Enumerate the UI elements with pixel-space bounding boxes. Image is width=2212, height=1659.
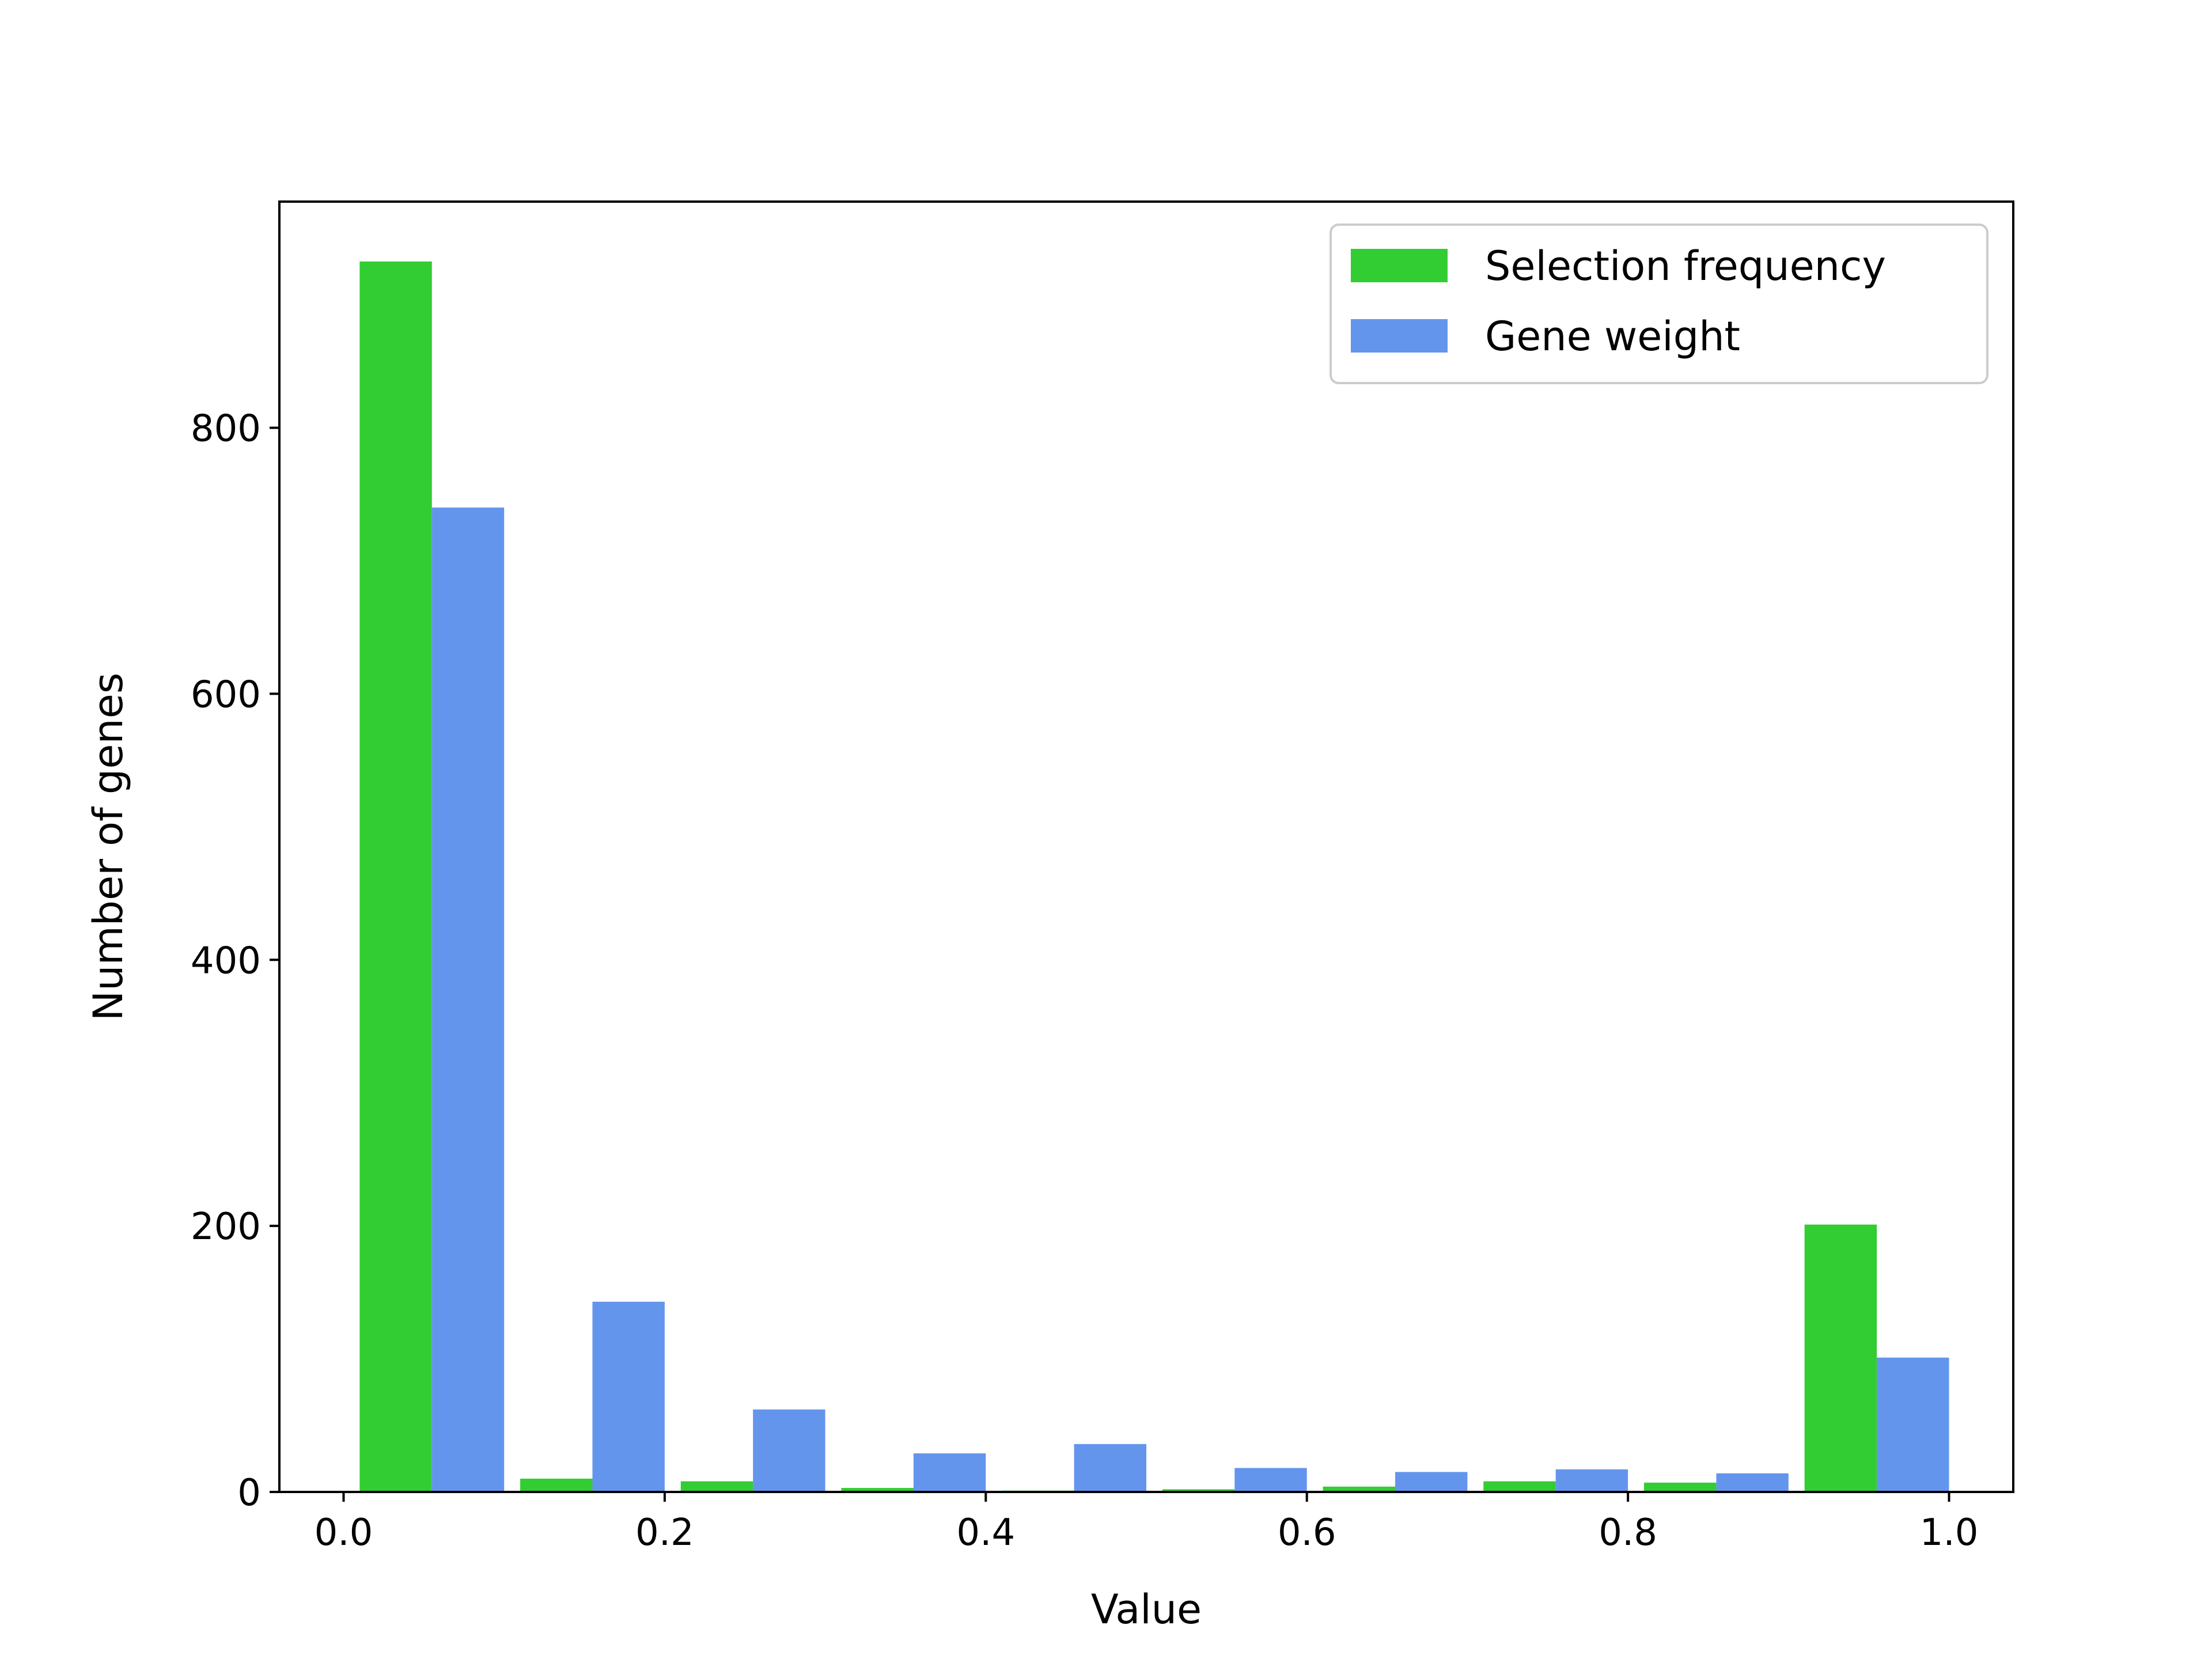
bar-gene-weight-5	[1234, 1468, 1307, 1492]
bar-gene-weight-2	[753, 1409, 825, 1492]
y-axis-title: Number of genes	[85, 673, 132, 1021]
plot-frame	[278, 200, 2014, 1493]
bar-gene-weight-4	[1074, 1444, 1146, 1492]
bar-selection-frequency-1	[520, 1478, 593, 1492]
legend-swatch	[1351, 249, 1448, 282]
bar-gene-weight-6	[1395, 1472, 1468, 1492]
bar-gene-weight-9	[1877, 1357, 1949, 1492]
bar-gene-weight-1	[592, 1301, 665, 1492]
bar-selection-frequency-5	[1162, 1489, 1235, 1492]
legend: Selection frequency Gene weight	[1330, 224, 1988, 384]
legend-box	[1330, 224, 1988, 384]
legend-swatch	[1351, 319, 1448, 353]
bar-selection-frequency-0	[359, 261, 432, 1493]
x-tick-label: 0.8	[1599, 1512, 1657, 1554]
x-axis: 0.0 0.2 0.4 0.6 0.8 1.0	[315, 1492, 1979, 1554]
legend-label: Selection frequency	[1485, 243, 1886, 290]
y-axis: 0 200 400 600 800	[191, 408, 279, 1514]
y-tick-label: 400	[191, 940, 261, 982]
x-tick-label: 0.2	[635, 1512, 694, 1554]
x-tick-label: 0.6	[1278, 1512, 1336, 1554]
bar-gene-weight-3	[913, 1453, 986, 1492]
y-tick-label: 0	[237, 1472, 261, 1514]
bar-gene-weight-7	[1555, 1469, 1628, 1492]
bar-gene-weight-8	[1716, 1473, 1789, 1492]
bar-selection-frequency-8	[1643, 1482, 1717, 1492]
x-tick-label: 0.0	[315, 1512, 373, 1554]
bar-selection-frequency-6	[1323, 1486, 1395, 1492]
x-tick-label: 1.0	[1920, 1512, 1979, 1554]
bar-selection-frequency-7	[1483, 1481, 1556, 1492]
bar-selection-frequency-2	[680, 1481, 753, 1492]
bar-selection-frequency-3	[841, 1488, 914, 1492]
bars-layer	[359, 261, 1949, 1493]
bar-selection-frequency-9	[1804, 1224, 1877, 1492]
y-tick-label: 800	[191, 408, 261, 450]
bar-gene-weight-0	[431, 507, 505, 1492]
x-tick-label: 0.4	[956, 1512, 1015, 1554]
y-tick-label: 200	[191, 1206, 261, 1248]
x-axis-title: Value	[1091, 1586, 1202, 1633]
y-tick-label: 600	[191, 673, 261, 716]
legend-label: Gene weight	[1485, 313, 1740, 360]
